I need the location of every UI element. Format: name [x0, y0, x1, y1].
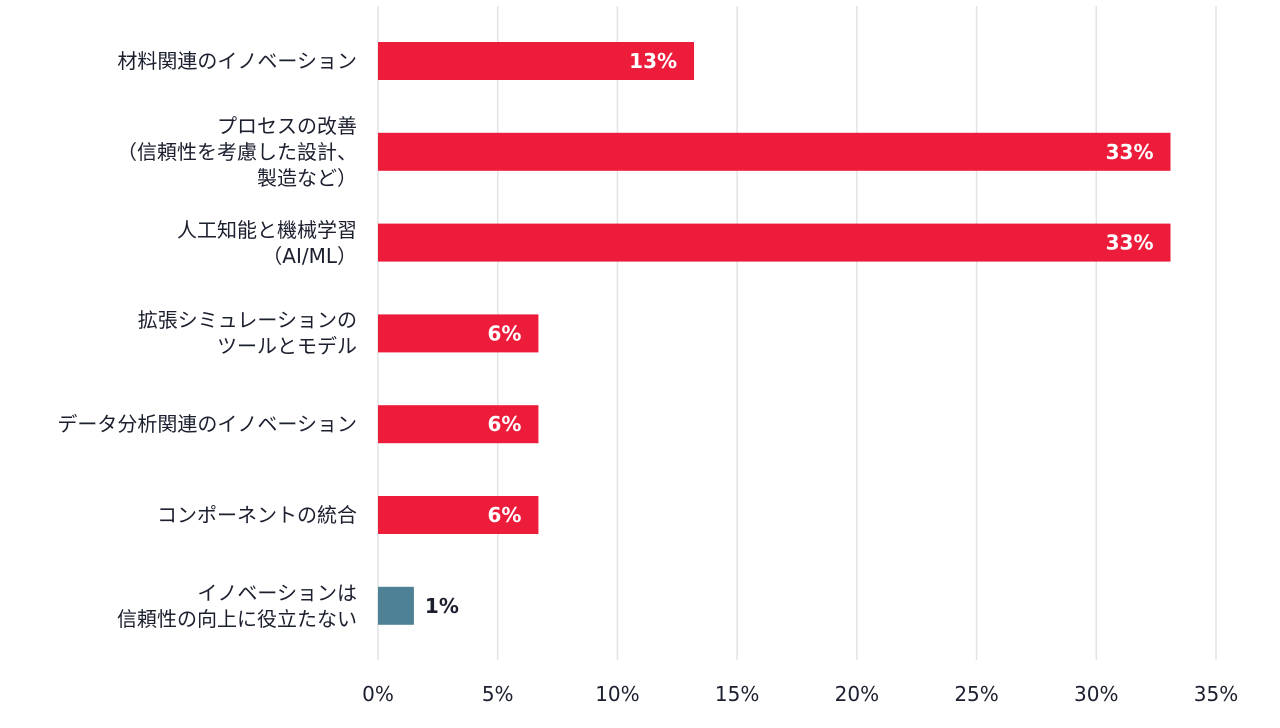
- category-label: コンポーネントの統合: [157, 503, 357, 527]
- category-label: 材料関連のイノベーション: [117, 49, 357, 73]
- x-tick-label: 15%: [714, 682, 760, 706]
- x-tick-label: 35%: [1193, 682, 1239, 706]
- bar: [378, 314, 539, 353]
- bar: [378, 223, 1171, 262]
- bar-value-label: 6%: [487, 503, 521, 527]
- bar-value-label: 13%: [629, 49, 677, 73]
- bar-value-label: 33%: [1106, 231, 1154, 255]
- category-label: 人工知能と機械学習 （AI/ML）: [177, 217, 357, 268]
- x-tick-label: 20%: [834, 682, 880, 706]
- data-labels: 13% 33% 33% 6% 6% 6% 1%: [425, 49, 1154, 618]
- bar-value-label: 1%: [425, 594, 459, 618]
- x-tick-label: 10%: [595, 682, 640, 706]
- bar: [378, 496, 539, 534]
- x-tick-label: 25%: [954, 682, 999, 706]
- bar: [378, 42, 695, 80]
- bars: [378, 42, 1171, 625]
- x-tick-label: 0%: [362, 682, 394, 706]
- category-label: データ分析関連のイノベーション: [57, 412, 357, 437]
- x-tick-label: 30%: [1074, 682, 1119, 706]
- bar-value-label: 6%: [487, 412, 521, 436]
- bar-value-label: 33%: [1106, 140, 1154, 164]
- category-label: イノベーションは 信頼性の向上に役立たない: [117, 580, 357, 631]
- bar: [378, 586, 414, 625]
- bar: [378, 132, 1171, 171]
- bar-value-label: 6%: [487, 321, 521, 345]
- category-label: 拡張シミュレーションの ツールとモデル: [137, 308, 357, 359]
- bar: [378, 405, 539, 444]
- category-label: プロセスの改善 （信頼性を考慮した設計、 製造など）: [117, 113, 357, 190]
- x-tick-label: 5%: [481, 682, 514, 706]
- gridlines: [377, 6, 1217, 660]
